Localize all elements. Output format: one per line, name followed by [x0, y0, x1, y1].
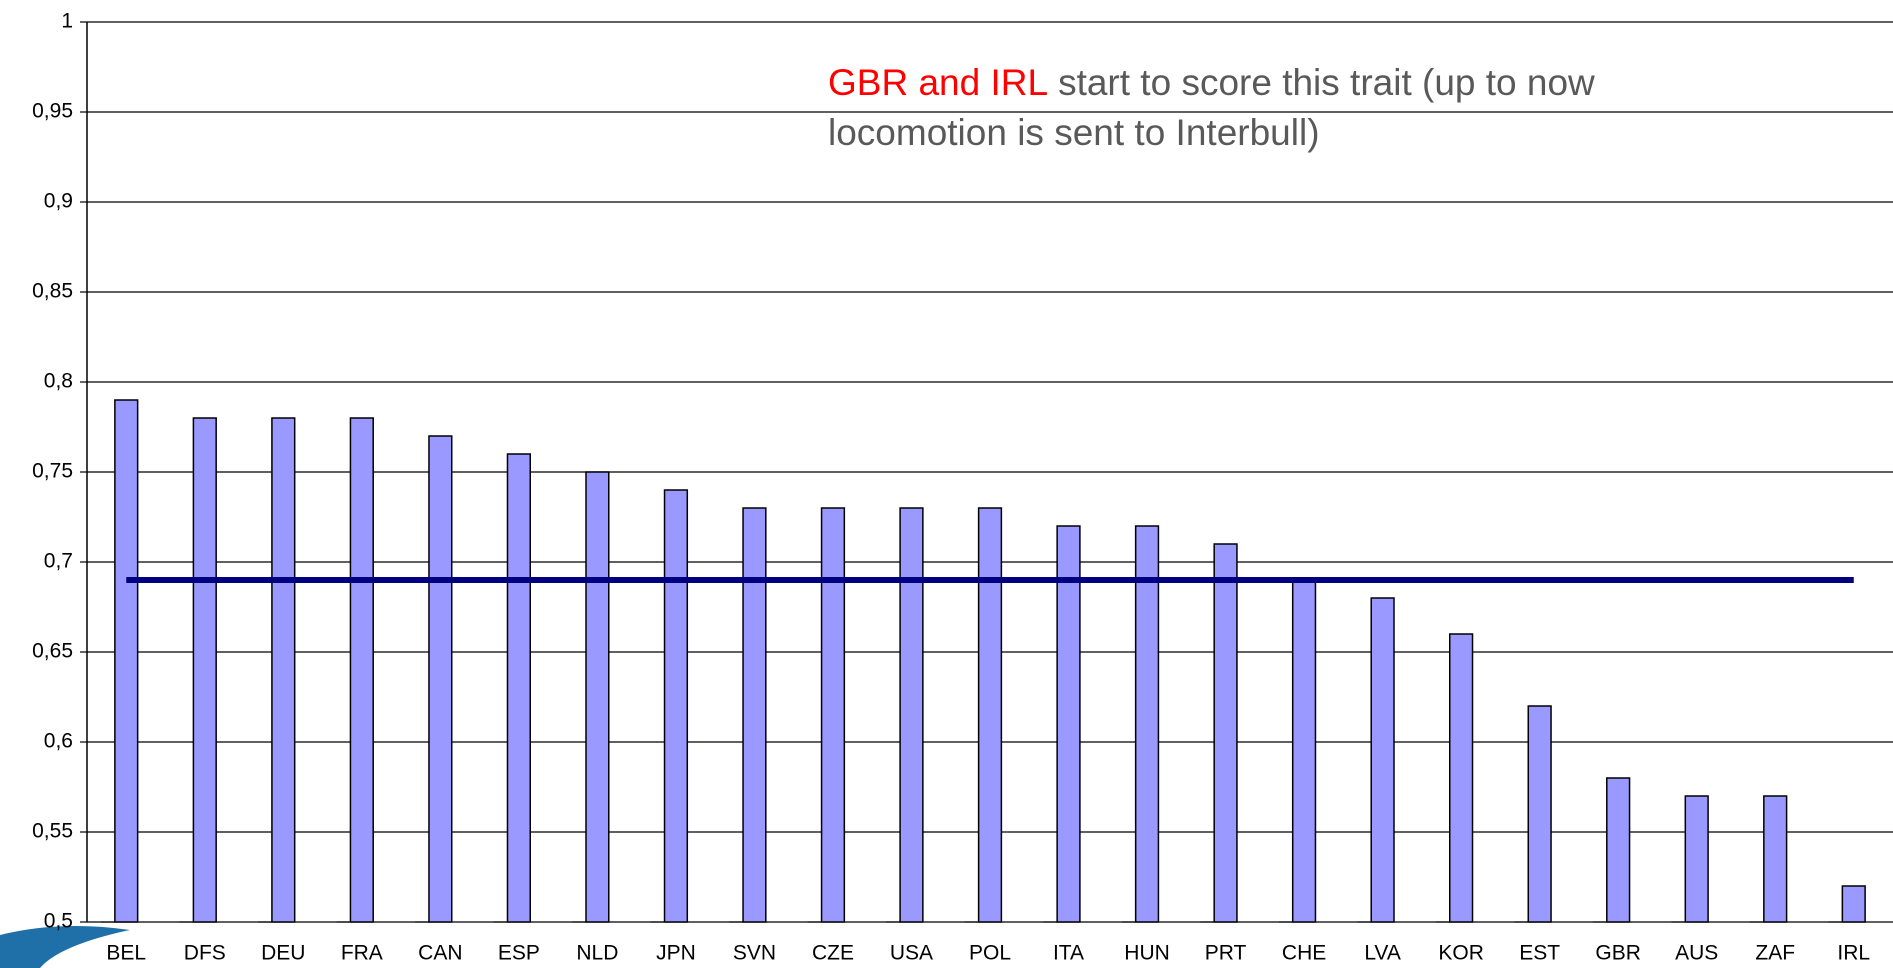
- y-tick-label: 0,75: [32, 460, 73, 483]
- x-tick-label: NLD: [576, 942, 618, 965]
- x-tick-label: ZAF: [1755, 942, 1795, 965]
- x-tick-label: ESP: [498, 942, 540, 965]
- y-tick-label: 0,6: [44, 730, 73, 753]
- bar: [742, 507, 767, 923]
- x-tick-label: CAN: [418, 942, 462, 965]
- bar: [820, 507, 846, 923]
- y-tick-label: 0,65: [32, 640, 73, 663]
- decoration: [0, 926, 130, 968]
- bar: [663, 489, 689, 923]
- x-tick-label: KOR: [1438, 942, 1484, 965]
- y-tick-label: 0,5: [44, 910, 73, 933]
- y-tick-label: 0,85: [32, 280, 73, 303]
- x-tick-label: DEU: [261, 942, 305, 965]
- bar: [114, 399, 139, 923]
- annotation-highlight: GBR and IRL: [828, 62, 1049, 103]
- y-tick-label: 0,55: [32, 820, 73, 843]
- x-tick-label: CZE: [812, 942, 854, 965]
- bar: [428, 435, 453, 923]
- bar: [1213, 543, 1238, 923]
- bar: [1134, 525, 1160, 923]
- x-tick-label: PRT: [1205, 942, 1247, 965]
- x-tick-label: HUN: [1124, 942, 1170, 965]
- x-tick-label: JPN: [656, 942, 696, 965]
- bar: [1527, 705, 1552, 923]
- bar: [585, 471, 610, 923]
- bar: [1448, 633, 1474, 923]
- x-tick-label: FRA: [341, 942, 383, 965]
- annotation: GBR and IRL start to score this trait (up…: [828, 58, 1728, 158]
- x-tick-label: IRL: [1837, 942, 1870, 965]
- x-tick-label: EST: [1519, 942, 1560, 965]
- annotation-text: start to score this trait (up to now loc…: [828, 62, 1595, 153]
- bar: [349, 417, 374, 923]
- bar: [1606, 777, 1631, 923]
- x-tick-label: BEL: [106, 942, 146, 965]
- y-tick-label: 1: [61, 10, 73, 33]
- bar: [1841, 885, 1866, 923]
- x-tick-label: AUS: [1675, 942, 1718, 965]
- x-tick-label: USA: [890, 942, 933, 965]
- bar: [1763, 795, 1788, 923]
- bar: [899, 507, 924, 923]
- bar: [977, 507, 1003, 923]
- x-tick-label: POL: [969, 942, 1011, 965]
- x-tick-label: ITA: [1053, 942, 1084, 965]
- bar: [1056, 525, 1081, 923]
- y-tick-label: 0,95: [32, 100, 73, 123]
- bar: [1684, 795, 1709, 923]
- y-tick-label: 0,8: [44, 370, 73, 393]
- x-tick-label: DFS: [184, 942, 226, 965]
- bar: [1370, 597, 1395, 923]
- x-tick-label: GBR: [1595, 942, 1641, 965]
- x-tick-label: CHE: [1282, 942, 1326, 965]
- bar: [271, 417, 296, 923]
- bar: [506, 453, 532, 923]
- y-tick-label: 0,9: [44, 190, 73, 213]
- y-tick-label: 0,7: [44, 550, 73, 573]
- bar: [1291, 579, 1317, 923]
- bar: [192, 417, 217, 923]
- x-tick-label: LVA: [1364, 942, 1401, 965]
- x-tick-label: SVN: [733, 942, 776, 965]
